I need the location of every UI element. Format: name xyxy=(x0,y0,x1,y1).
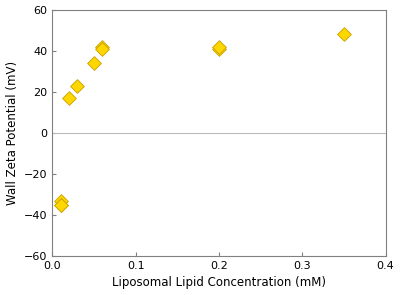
Point xyxy=(58,202,64,207)
Point xyxy=(216,46,222,51)
Point xyxy=(58,198,64,203)
Point xyxy=(216,44,222,49)
X-axis label: Liposomal Lipid Concentration (mM): Liposomal Lipid Concentration (mM) xyxy=(112,276,326,289)
Point xyxy=(66,96,72,100)
Point xyxy=(99,46,106,51)
Y-axis label: Wall Zeta Potential (mV): Wall Zeta Potential (mV) xyxy=(6,61,18,205)
Point xyxy=(99,44,106,49)
Point xyxy=(91,60,97,65)
Point xyxy=(74,83,81,88)
Point xyxy=(58,202,64,207)
Point xyxy=(341,32,347,37)
